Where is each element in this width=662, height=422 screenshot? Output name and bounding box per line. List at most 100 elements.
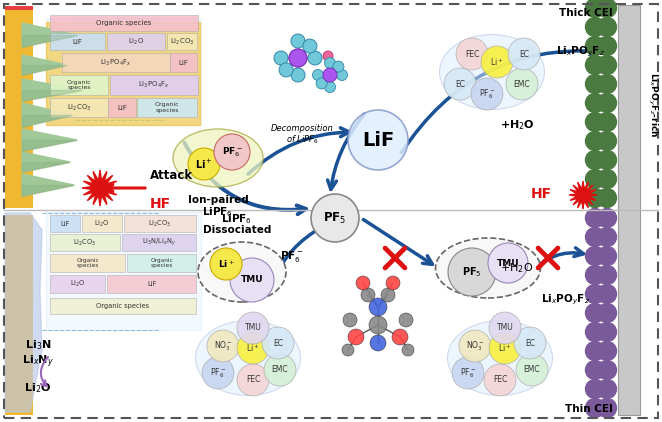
Text: TMU: TMU — [496, 324, 513, 333]
Text: TMU: TMU — [241, 276, 263, 284]
Polygon shape — [22, 79, 82, 101]
Circle shape — [237, 332, 269, 364]
Circle shape — [214, 134, 250, 170]
Circle shape — [324, 81, 336, 92]
Circle shape — [585, 36, 604, 56]
Circle shape — [508, 38, 540, 70]
Circle shape — [323, 51, 333, 61]
Circle shape — [392, 329, 408, 345]
FancyBboxPatch shape — [82, 215, 122, 232]
Circle shape — [402, 344, 414, 356]
Circle shape — [312, 70, 324, 81]
Text: FEC: FEC — [465, 49, 479, 59]
Polygon shape — [22, 140, 77, 151]
Text: Li$^+$: Li$^+$ — [491, 56, 504, 68]
Polygon shape — [22, 129, 77, 151]
Text: PF$_5$: PF$_5$ — [323, 211, 347, 225]
Circle shape — [585, 284, 604, 303]
Circle shape — [598, 246, 616, 265]
Circle shape — [459, 330, 491, 362]
FancyBboxPatch shape — [107, 33, 165, 50]
Text: Organic
species: Organic species — [150, 257, 173, 268]
Text: TMU: TMU — [245, 324, 261, 333]
Text: PF$_5$: PF$_5$ — [462, 265, 482, 279]
Circle shape — [598, 398, 616, 417]
FancyBboxPatch shape — [5, 6, 33, 10]
FancyBboxPatch shape — [62, 53, 170, 72]
Text: EC: EC — [455, 79, 465, 89]
FancyBboxPatch shape — [50, 75, 108, 95]
Text: Organic species: Organic species — [97, 303, 150, 309]
Polygon shape — [22, 23, 77, 47]
Text: PF$_6^-$: PF$_6^-$ — [460, 366, 476, 380]
Text: Li$_3$PO$_4$F$_x$: Li$_3$PO$_4$F$_x$ — [138, 80, 169, 90]
Circle shape — [585, 0, 604, 17]
Circle shape — [324, 57, 336, 68]
Text: Dissociated: Dissociated — [203, 225, 271, 235]
Text: EMC: EMC — [514, 79, 530, 89]
Circle shape — [230, 258, 274, 302]
Circle shape — [585, 170, 604, 189]
Polygon shape — [5, 213, 42, 412]
Text: FEC: FEC — [246, 376, 260, 384]
Text: PF$_6^-$: PF$_6^-$ — [222, 145, 242, 159]
Text: NO$_3^-$: NO$_3^-$ — [465, 339, 485, 353]
FancyBboxPatch shape — [46, 212, 201, 330]
Circle shape — [237, 312, 269, 344]
Circle shape — [316, 78, 327, 89]
Circle shape — [598, 284, 616, 303]
Polygon shape — [22, 152, 70, 172]
Text: Li$_3$N: Li$_3$N — [24, 338, 51, 352]
FancyBboxPatch shape — [50, 33, 105, 50]
Polygon shape — [46, 22, 200, 125]
FancyBboxPatch shape — [50, 275, 105, 293]
Text: Li$_3$PO$_4$F$_x$: Li$_3$PO$_4$F$_x$ — [101, 57, 132, 68]
FancyBboxPatch shape — [167, 33, 197, 50]
Text: Li$_2$CO$_3$: Li$_2$CO$_3$ — [73, 238, 97, 248]
Text: +H$_2$O: +H$_2$O — [500, 261, 534, 275]
Text: Li$^+$: Li$^+$ — [195, 157, 213, 170]
Circle shape — [598, 379, 616, 398]
Text: EC: EC — [525, 338, 535, 347]
Text: Li$_2$O: Li$_2$O — [24, 381, 52, 395]
Text: Organic
species: Organic species — [67, 80, 91, 90]
Text: LiF: LiF — [117, 105, 127, 111]
Circle shape — [481, 46, 513, 78]
Circle shape — [308, 51, 322, 65]
Text: Organic species: Organic species — [96, 20, 152, 26]
Text: Li$_3$N/Li$_x$N$_y$: Li$_3$N/Li$_x$N$_y$ — [142, 237, 176, 248]
Text: Thick CEI: Thick CEI — [559, 8, 613, 18]
Circle shape — [598, 322, 616, 341]
FancyBboxPatch shape — [124, 215, 196, 232]
Text: LiF: LiF — [179, 60, 189, 65]
Ellipse shape — [436, 238, 540, 298]
Circle shape — [348, 110, 408, 170]
Circle shape — [456, 38, 488, 70]
Circle shape — [237, 364, 269, 396]
Circle shape — [386, 276, 400, 290]
Circle shape — [598, 170, 616, 189]
Circle shape — [333, 61, 344, 72]
Ellipse shape — [198, 242, 286, 302]
Circle shape — [516, 354, 548, 386]
Circle shape — [585, 132, 604, 151]
Text: Li$_2$CO$_3$: Li$_2$CO$_3$ — [67, 103, 91, 113]
Circle shape — [262, 327, 294, 359]
Circle shape — [488, 243, 528, 283]
FancyBboxPatch shape — [50, 15, 198, 31]
Polygon shape — [22, 103, 72, 127]
Text: Organic
species: Organic species — [76, 257, 99, 268]
FancyBboxPatch shape — [50, 254, 125, 272]
Text: EMC: EMC — [524, 365, 540, 374]
Circle shape — [585, 227, 604, 246]
Circle shape — [585, 151, 604, 170]
Text: Li$^+$: Li$^+$ — [498, 342, 512, 354]
Circle shape — [598, 113, 616, 132]
Circle shape — [274, 51, 288, 65]
Polygon shape — [22, 90, 82, 101]
Text: Li$_2$CO$_3$: Li$_2$CO$_3$ — [169, 36, 194, 46]
Text: Thin CEI: Thin CEI — [565, 404, 613, 414]
Circle shape — [598, 189, 616, 208]
Text: Li$_x$PO$_y$F$_z$: Li$_x$PO$_y$F$_z$ — [541, 293, 590, 307]
Text: Li$^+$: Li$^+$ — [246, 342, 260, 354]
